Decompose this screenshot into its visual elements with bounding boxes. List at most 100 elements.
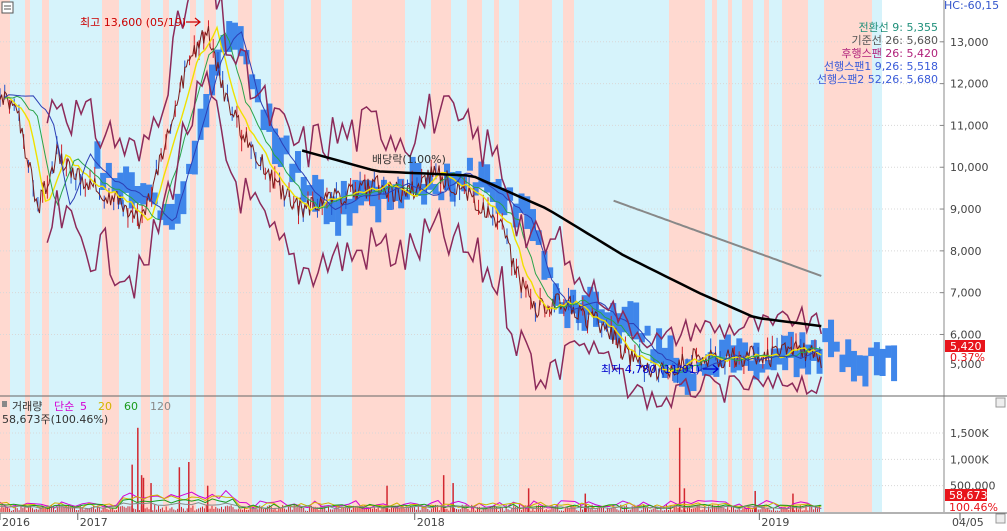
band-blue bbox=[632, 0, 638, 512]
volume-ma-period: 5 bbox=[80, 400, 87, 413]
cloud-segment bbox=[707, 352, 714, 376]
band-red bbox=[742, 0, 753, 512]
cloud-segment bbox=[713, 355, 720, 377]
band-red bbox=[359, 0, 375, 512]
cloud-segment bbox=[719, 339, 726, 367]
cloud-segment bbox=[117, 172, 124, 205]
band-blue bbox=[606, 0, 610, 512]
band-blue bbox=[62, 0, 72, 512]
cloud-segment bbox=[747, 360, 754, 371]
band-red bbox=[190, 0, 196, 512]
band-red bbox=[472, 0, 482, 512]
cloud-segment bbox=[186, 163, 193, 175]
x-axis-label: 2018 bbox=[417, 516, 445, 529]
volume-tick-label: 1,000K bbox=[950, 453, 989, 466]
band-blue bbox=[599, 0, 606, 512]
cloud-segment bbox=[134, 185, 141, 204]
price-tick-label: 8,000 bbox=[950, 245, 982, 258]
cloud-segment bbox=[845, 339, 852, 368]
band-blue bbox=[15, 0, 25, 512]
cloud-segment bbox=[690, 373, 697, 392]
cloud-segment bbox=[885, 345, 892, 358]
cloud-segment bbox=[94, 141, 101, 169]
band-red bbox=[849, 0, 860, 512]
cloud-segment bbox=[369, 180, 376, 207]
window-icon bbox=[1, 1, 14, 14]
cloud-segment bbox=[111, 178, 118, 193]
dividend-annotation: 배당락(1.00%) bbox=[372, 153, 446, 166]
band-red bbox=[141, 0, 150, 512]
volume-ma-line bbox=[0, 498, 822, 510]
cloud-segment bbox=[661, 347, 668, 379]
band-red bbox=[728, 0, 732, 512]
cloud-segment bbox=[358, 180, 365, 206]
cloud-segment bbox=[100, 172, 107, 190]
cloud-segment bbox=[449, 172, 456, 202]
price-tick-label: 12,000 bbox=[950, 78, 989, 91]
band-blue bbox=[753, 0, 764, 512]
x-axis-label: 2017 bbox=[80, 516, 108, 529]
cloud-segment bbox=[300, 176, 307, 203]
band-blue bbox=[405, 0, 416, 512]
hc-readout: HC:-60,15 bbox=[944, 0, 999, 12]
cloud-segment bbox=[140, 183, 147, 205]
cloud-segment bbox=[650, 349, 657, 364]
band-red bbox=[782, 0, 798, 512]
volume-ma-period: 120 bbox=[150, 400, 171, 413]
band-blue bbox=[284, 0, 301, 512]
volume-tick-label: 1,500K bbox=[950, 427, 989, 440]
band-blue bbox=[638, 0, 650, 512]
cloud-segment bbox=[289, 163, 296, 183]
band-blue bbox=[30, 0, 42, 512]
cloud-segment bbox=[593, 291, 600, 327]
band-blue bbox=[705, 0, 712, 512]
band-blue bbox=[717, 0, 722, 512]
cloud-segment bbox=[386, 185, 393, 210]
cloud-segment bbox=[828, 319, 835, 358]
cloud-segment bbox=[512, 203, 519, 228]
high-annotation: 최고 13,600 (05/19) bbox=[80, 16, 186, 29]
band-blue bbox=[558, 0, 563, 512]
volume-current-change: 100.46% bbox=[949, 501, 998, 514]
cloud-segment bbox=[226, 21, 233, 52]
cloud-segment bbox=[375, 186, 382, 223]
band-blue bbox=[552, 0, 558, 512]
cloud-segment bbox=[891, 345, 898, 382]
cloud-segment bbox=[501, 187, 508, 216]
cloud-segment bbox=[237, 26, 244, 57]
volume-ma-period: 60 bbox=[124, 400, 138, 413]
cloud-segment bbox=[770, 348, 777, 371]
band-blue bbox=[150, 0, 163, 512]
ma-120-line bbox=[301, 149, 822, 328]
cloud-segment bbox=[466, 157, 473, 171]
band-red bbox=[834, 0, 849, 512]
cloud-segment bbox=[644, 325, 651, 336]
cloud-segment bbox=[667, 335, 674, 366]
band-red bbox=[391, 0, 405, 512]
cloud-segment bbox=[403, 190, 410, 200]
cloud-segment bbox=[684, 359, 691, 395]
band-red bbox=[798, 0, 808, 512]
cloud-segment bbox=[850, 350, 857, 382]
band-blue bbox=[72, 0, 85, 512]
cloud-segment bbox=[295, 151, 301, 173]
price-tick-label: 11,000 bbox=[950, 119, 989, 132]
volume-current-value: 58,673 bbox=[949, 489, 988, 502]
volume-ma-line bbox=[0, 494, 822, 510]
cloud-segment bbox=[191, 140, 198, 175]
high-arrow bbox=[186, 17, 201, 27]
cloud-segment bbox=[782, 335, 789, 371]
price-tick-label: 9,000 bbox=[950, 203, 982, 216]
band-red bbox=[712, 0, 717, 512]
cloud-segment bbox=[742, 342, 749, 366]
cloud-segment bbox=[312, 174, 319, 212]
band-red bbox=[444, 0, 451, 512]
band-blue bbox=[650, 0, 659, 512]
band-blue bbox=[321, 0, 331, 512]
band-blue bbox=[301, 0, 311, 512]
cloud-segment bbox=[203, 93, 210, 128]
volume-value-line: 58,673주(100.46%) bbox=[2, 413, 108, 426]
band-red bbox=[311, 0, 321, 512]
band-blue bbox=[455, 0, 467, 512]
